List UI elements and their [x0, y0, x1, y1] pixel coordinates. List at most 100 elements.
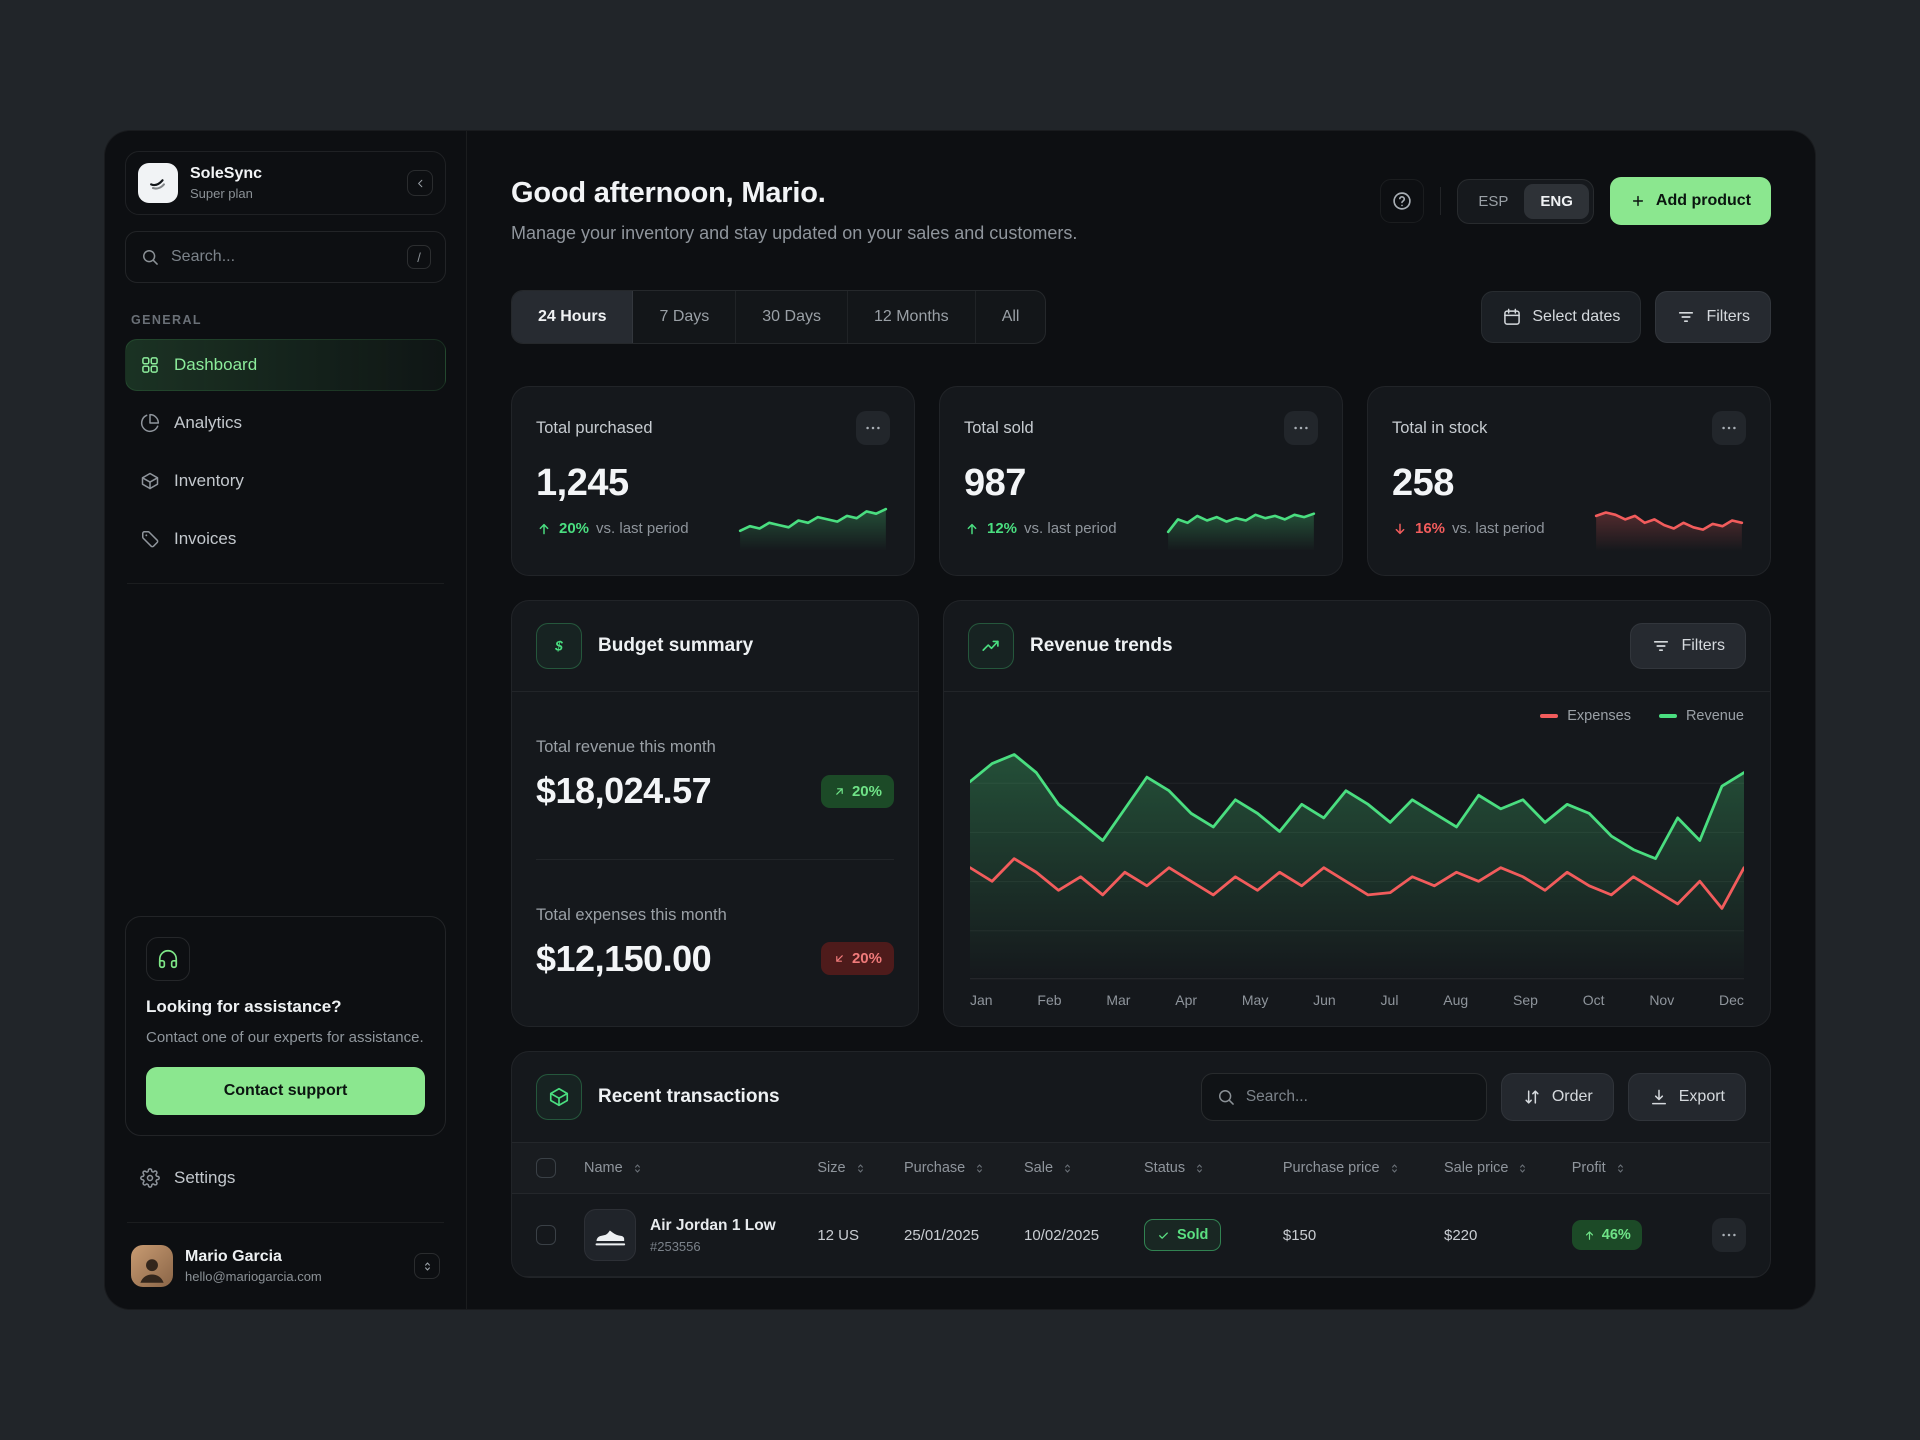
download-icon [1649, 1087, 1669, 1107]
card-title: Revenue trends [1030, 635, 1173, 656]
divider [127, 583, 444, 584]
arrow-down-icon [1392, 521, 1408, 537]
ellipsis-icon [1719, 418, 1739, 438]
tab-30-days[interactable]: 30 Days [736, 291, 848, 343]
stat-card-total-sold: Total sold 987 12% vs. last period [939, 386, 1343, 576]
status-badge: Sold [1144, 1219, 1222, 1251]
column-header-sale-price[interactable]: Sale price [1444, 1160, 1572, 1176]
solesync-logo-icon [138, 163, 178, 203]
stat-menu-button[interactable] [1284, 411, 1318, 445]
select-dates-button[interactable]: Select dates [1481, 291, 1642, 343]
product-thumbnail [584, 1209, 636, 1261]
column-header-name[interactable]: Name [584, 1160, 817, 1176]
assistance-card: Looking for assistance? Contact one of o… [125, 916, 446, 1136]
grid-icon [140, 355, 160, 375]
revenue-value: $18,024.57 [536, 770, 712, 812]
tab-all[interactable]: All [1001, 308, 1020, 325]
column-header-purchase-price[interactable]: Purchase price [1283, 1160, 1444, 1176]
profile-menu[interactable]: Mario Garcia hello@mariogarcia.com [125, 1235, 446, 1289]
axis-month-label: Jan [970, 992, 993, 1008]
trending-up-icon [968, 623, 1014, 669]
cell-size: 12 US [817, 1226, 860, 1244]
recent-transactions-card: Recent transactions Order Export [511, 1051, 1771, 1278]
table-row[interactable]: Air Jordan 1 Low #253556 12 US 25/01/202… [512, 1194, 1770, 1277]
column-header-purchase[interactable]: Purchase [904, 1160, 1024, 1176]
sidebar-item-dashboard[interactable]: Dashboard [125, 339, 446, 391]
arrow-up-icon [1583, 1229, 1596, 1242]
export-button[interactable]: Export [1627, 1073, 1746, 1121]
stat-title: Total purchased [536, 418, 653, 437]
tab-24-hours[interactable]: 24 Hours [512, 291, 634, 343]
add-product-button[interactable]: Add product [1609, 177, 1771, 225]
product-sku: #253556 [650, 1238, 701, 1254]
divider [127, 1222, 444, 1223]
revenue-delta-badge: 20% [820, 774, 894, 808]
sidebar-collapse-button[interactable] [407, 170, 433, 196]
sidebar-search-input[interactable] [171, 248, 396, 266]
row-menu-button[interactable] [1712, 1218, 1746, 1252]
column-header-status[interactable]: Status [1144, 1160, 1283, 1176]
help-button[interactable] [1380, 179, 1425, 223]
tab-12-months[interactable]: 12 Months [848, 291, 976, 343]
order-button[interactable]: Order [1500, 1073, 1614, 1121]
language-option-eng[interactable]: ENG [1524, 183, 1589, 219]
profit-badge: 46% [1571, 1220, 1642, 1250]
arrow-up-right-icon [833, 785, 846, 798]
box-icon [140, 471, 160, 491]
stat-menu-button[interactable] [1712, 411, 1746, 445]
column-header-profit[interactable]: Profit [1572, 1160, 1694, 1176]
tab-7-days[interactable]: 7 Days [633, 291, 737, 343]
profile-name: Mario Garcia [185, 1248, 282, 1265]
sidebar-item-label: Inventory [174, 471, 244, 490]
page-title: Good afternoon, Mario. [511, 177, 826, 209]
card-title: Recent transactions [598, 1086, 780, 1107]
calendar-icon [1502, 307, 1522, 327]
language-option-esp[interactable]: ESP [1478, 192, 1509, 210]
sort-icon [973, 1162, 986, 1175]
sidebar-item-invoices[interactable]: Invoices [125, 513, 446, 565]
sneaker-icon [593, 1218, 627, 1252]
column-header-size[interactable]: Size [817, 1160, 904, 1176]
budget-summary-card: $ Budget summary Total revenue this mont… [511, 600, 919, 1027]
sidebar-item-settings[interactable]: Settings [125, 1152, 446, 1204]
divider [1440, 187, 1442, 215]
sidebar-item-label: Settings [174, 1168, 236, 1187]
expenses-delta-badge: 20% [820, 942, 894, 976]
contact-support-button[interactable]: Contact support [146, 1067, 425, 1115]
sidebar-item-inventory[interactable]: Inventory [125, 455, 446, 507]
filters-button[interactable]: Filters [1655, 291, 1771, 343]
revenue-trends-card: Revenue trends Filters Expenses Revenue [943, 600, 1771, 1027]
transactions-search-input[interactable] [1245, 1088, 1472, 1106]
expenses-label: Total expenses this month [536, 905, 727, 924]
product-name: Air Jordan 1 Low [650, 1216, 776, 1234]
cell-purchase-date: 25/01/2025 [903, 1226, 980, 1244]
sidebar-search: / [125, 231, 446, 283]
assistance-body: Contact one of our experts for assistanc… [146, 1029, 424, 1047]
axis-month-label: Jun [1313, 992, 1336, 1008]
stat-delta: 12% [987, 520, 1018, 537]
stat-delta: 20% [559, 520, 590, 537]
stat-menu-button[interactable] [856, 411, 890, 445]
arrow-up-icon [964, 521, 980, 537]
chart-filters-button[interactable]: Filters [1630, 623, 1746, 669]
stat-value: 258 [1392, 462, 1454, 504]
arrow-down-left-icon [833, 952, 846, 965]
legend-swatch-green [1658, 714, 1677, 718]
select-all-checkbox[interactable] [536, 1158, 556, 1178]
column-header-sale[interactable]: Sale [1024, 1160, 1144, 1176]
profile-expand-button[interactable] [414, 1253, 440, 1279]
stat-value: 987 [964, 462, 1026, 504]
brand-plan: Super plan [190, 186, 253, 201]
search-icon [140, 247, 160, 267]
chevron-left-icon [414, 177, 427, 190]
svg-text:$: $ [554, 639, 563, 654]
sidebar-item-label: Analytics [174, 413, 243, 432]
table-header-row: Name Size Purchase Sale Status Purchase … [512, 1142, 1770, 1194]
language-switcher: ESP ENG [1457, 178, 1594, 224]
stat-card-total-purchased: Total purchased 1,245 20% vs. last perio… [511, 386, 915, 576]
sidebar-item-analytics[interactable]: Analytics [125, 397, 446, 449]
row-checkbox[interactable] [536, 1225, 556, 1245]
axis-month-label: Aug [1443, 992, 1469, 1008]
axis-month-label: Mar [1106, 992, 1131, 1008]
axis-month-label: Jul [1380, 992, 1399, 1008]
